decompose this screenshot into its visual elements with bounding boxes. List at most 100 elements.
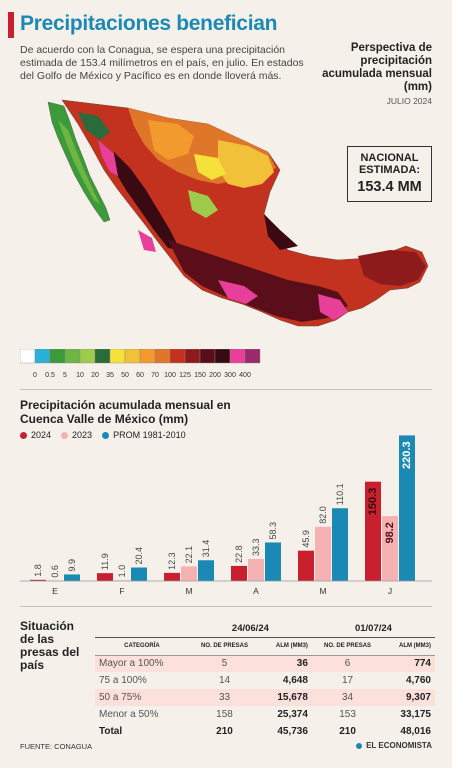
bar-value-label: 58.3 bbox=[268, 522, 278, 540]
cell-presas-2: 34 bbox=[311, 689, 384, 706]
national-estimate-box: NACIONAL ESTIMADA: 153.4 MM bbox=[347, 146, 432, 202]
x-tick-label: M bbox=[319, 586, 326, 596]
table-row: 75 a 100% 14 4,648 17 4,760 bbox=[95, 672, 435, 689]
dams-table-title: Situación de las presas del país bbox=[20, 619, 80, 672]
table-row: Menor a 50% 158 25,374 153 33,175 bbox=[95, 706, 435, 723]
bar-2023-J bbox=[382, 516, 398, 581]
legend-label-prom: PROM 1981-2010 bbox=[113, 430, 186, 440]
legend-swatch-2023 bbox=[61, 431, 69, 439]
legend-tick-label: 0 bbox=[33, 372, 37, 379]
legend-tick-label: 200 bbox=[209, 372, 221, 379]
bar-value-label: 0.6 bbox=[50, 565, 60, 578]
legend-tick-label: 35 bbox=[106, 372, 114, 379]
legend-label-2024: 2024 bbox=[31, 430, 52, 440]
legend-color-swatch bbox=[20, 349, 36, 364]
bar-value-label: 1.8 bbox=[33, 564, 43, 577]
table-blank-head bbox=[95, 620, 189, 638]
bar-value-label: 98.2 bbox=[384, 522, 396, 543]
bar-value-label: 22.8 bbox=[234, 545, 244, 563]
map-sonora-green bbox=[78, 112, 110, 140]
legend-color-swatch bbox=[154, 349, 171, 364]
table-row: 50 a 75% 33 15,678 34 9,307 bbox=[95, 689, 435, 706]
precipitation-map bbox=[47, 99, 429, 327]
legend-tick-label: 60 bbox=[136, 372, 144, 379]
bar-prom-F bbox=[131, 567, 147, 581]
cell-category: 50 a 75% bbox=[95, 689, 189, 706]
bar-2024-F bbox=[97, 573, 113, 581]
map-southeast-pink bbox=[318, 294, 348, 320]
bar-value-label: 11.9 bbox=[100, 553, 110, 570]
cell-category: Mayor a 100% bbox=[95, 655, 189, 672]
bar-value-label: 12.3 bbox=[167, 552, 177, 570]
legend-color-swatch bbox=[94, 349, 111, 364]
national-estimate-label: NACIONAL ESTIMADA: bbox=[358, 152, 421, 176]
legend-color-swatch bbox=[229, 349, 246, 364]
legend-tick-label: 300 bbox=[224, 372, 236, 379]
map-sierra-madre bbox=[114, 152, 180, 250]
x-tick-label: J bbox=[388, 586, 392, 596]
bar-value-label: 9.9 bbox=[67, 559, 77, 572]
legend-color-swatch bbox=[199, 349, 216, 364]
page-subtitle: De acuerdo con la Conagua, se espera una… bbox=[20, 44, 304, 82]
legend-color-swatch bbox=[184, 349, 201, 364]
cell-alm-1: 36 bbox=[260, 655, 312, 672]
map-yucatan bbox=[358, 250, 426, 286]
table-row: Mayor a 100% 5 36 6 774 bbox=[95, 655, 435, 672]
map-south-pink bbox=[218, 280, 258, 304]
bar-prom-E bbox=[64, 574, 80, 581]
legend-tick-label: 5 bbox=[63, 372, 67, 379]
chart-title: Precipitación acumulada mensual en Cuenc… bbox=[20, 398, 231, 426]
bar-chart: 1.8 0.6 9.9 11.9 1.0 20.4 12.3 22.1 31.4 22.8 33.3… bbox=[20, 435, 432, 596]
x-tick-label: M bbox=[185, 586, 192, 596]
map-jalisco-pink bbox=[138, 230, 156, 252]
table-row: Total 210 45,736 210 48,016 bbox=[95, 723, 435, 740]
legend-swatch-2024 bbox=[20, 431, 27, 439]
bar-value-label: 33.3 bbox=[251, 538, 261, 556]
cell-alm-1: 4,648 bbox=[282, 675, 308, 686]
page-title: Precipitaciones benefician bbox=[20, 12, 278, 35]
x-tick-label: E bbox=[52, 586, 58, 596]
bar-value-label: 150.3 bbox=[367, 488, 379, 516]
map-west-coast bbox=[98, 140, 118, 176]
cell-alm-2: 774 bbox=[383, 655, 435, 672]
source-note: FUENTE: CONAGUA bbox=[20, 742, 93, 751]
bar-prom-M bbox=[198, 560, 214, 581]
bar-value-label: 20.4 bbox=[134, 547, 144, 565]
legend-label-2023: 2023 bbox=[72, 430, 93, 440]
cell-presas-2: 17 bbox=[341, 675, 354, 686]
table-date-2: 01/07/24 bbox=[311, 620, 435, 638]
bar-value-label: 220.3 bbox=[401, 441, 413, 469]
title-accent-bar bbox=[8, 12, 14, 38]
bar-value-label: 31.4 bbox=[201, 540, 211, 558]
chart-legend: 2024 2023 PROM 1981-2010 bbox=[20, 430, 186, 440]
header-alm-2: ALM (MM3) bbox=[383, 637, 435, 656]
legend-color-swatch bbox=[244, 349, 261, 364]
brand-dot-icon bbox=[356, 742, 363, 749]
cell-category: Total bbox=[99, 726, 123, 737]
legend-item-2023: 2023 bbox=[61, 430, 92, 440]
national-estimate-value: 153.4 MM bbox=[357, 179, 422, 195]
legend-color-swatch bbox=[109, 349, 126, 364]
legend-color-swatch bbox=[139, 349, 156, 364]
legend-color-swatch bbox=[64, 349, 81, 364]
dams-table: 24/06/24 01/07/24 CATEGORÍA NO. DE PRESA… bbox=[95, 620, 435, 740]
bar-value-label: 45.9 bbox=[301, 530, 311, 548]
bar-2024-A bbox=[231, 565, 247, 581]
legend-tick-label: 50 bbox=[121, 372, 129, 379]
bar-value-label: 82.0 bbox=[318, 506, 328, 524]
cell-presas-1: 14 bbox=[218, 675, 231, 686]
cell-alm-2: 4,760 bbox=[405, 675, 431, 686]
legend-tick-label: 150 bbox=[194, 372, 206, 379]
legend-tick-label: 125 bbox=[179, 372, 191, 379]
x-tick-label: A bbox=[253, 586, 259, 596]
bar-value-label: 1.0 bbox=[117, 565, 127, 578]
legend-tick-label: 0.5 bbox=[45, 372, 55, 379]
header-presas-2: NO. DE PRESAS bbox=[311, 637, 384, 656]
bar-value-label: 110.1 bbox=[335, 483, 345, 505]
legend-color-swatch bbox=[49, 349, 66, 364]
legend-color-swatch bbox=[34, 349, 51, 364]
map-central-green bbox=[188, 190, 218, 218]
cell-presas-1: 158 bbox=[216, 709, 233, 720]
brand-name: EL ECONOMISTA bbox=[366, 741, 432, 750]
legend-color-swatch bbox=[214, 349, 231, 364]
